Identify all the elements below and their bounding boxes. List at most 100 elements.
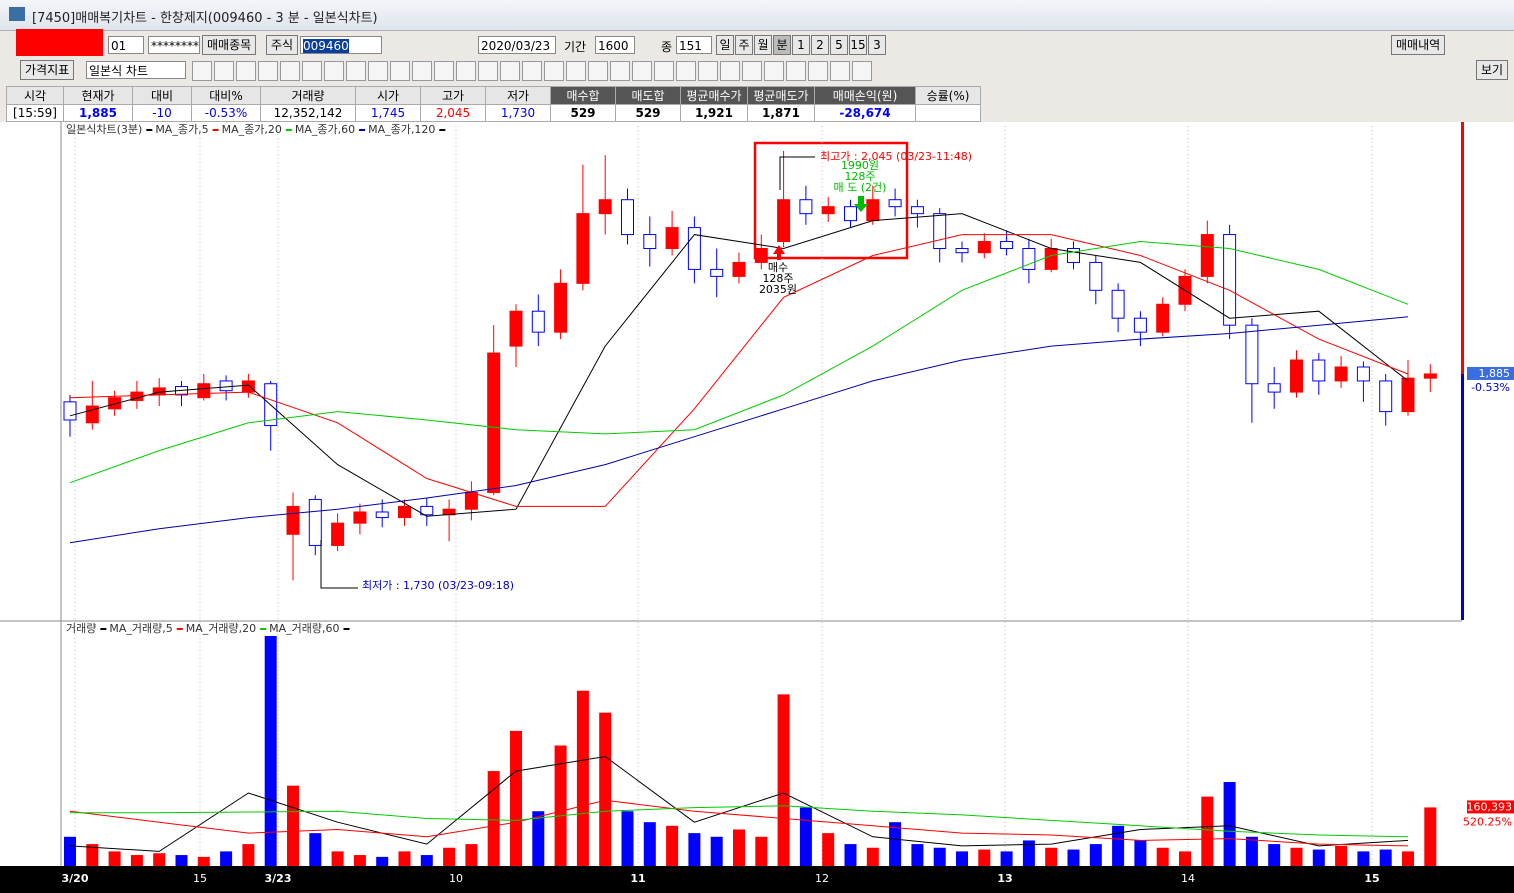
low-note: 최저가 : 1,730 (03/23-09:18) <box>362 579 514 592</box>
item-button[interactable]: 매매종목 <box>202 35 257 55</box>
unit-button[interactable]: 2 <box>811 35 829 55</box>
tool-icon[interactable] <box>280 61 300 81</box>
window-controls[interactable] <box>1426 5 1506 23</box>
candle-body <box>710 268 724 277</box>
info-header: 저가 <box>485 86 551 105</box>
tool-icon[interactable] <box>588 61 608 81</box>
highlight-box <box>753 141 909 260</box>
volume-bar <box>287 785 299 866</box>
candle-body <box>509 310 523 347</box>
code[interactable]: 009460 <box>303 39 349 53</box>
volume-bar <box>353 855 366 866</box>
tool-icon[interactable] <box>258 61 278 81</box>
tool-icon[interactable] <box>764 61 784 81</box>
candle-body <box>197 383 211 399</box>
period[interactable]: 1600 <box>595 36 635 54</box>
tool-icon[interactable] <box>456 61 476 81</box>
x-tick-label: 15 <box>193 872 207 885</box>
volume-bar <box>844 844 857 866</box>
candle-body <box>1067 248 1080 263</box>
buy-note: 매수 <box>768 261 788 274</box>
volume-bar <box>621 811 634 866</box>
tool-icon[interactable] <box>214 61 234 81</box>
tool-icon[interactable] <box>830 61 850 81</box>
tool-icon[interactable] <box>632 61 652 81</box>
tool-icon[interactable] <box>786 61 806 81</box>
unit-button[interactable]: 5 <box>830 35 848 55</box>
account[interactable]: 01 <box>108 36 144 54</box>
history-button[interactable]: 매매내역 <box>1391 35 1446 55</box>
tool-icon[interactable] <box>852 61 872 81</box>
volume-bar <box>1201 796 1214 866</box>
legend-swatch <box>176 628 183 630</box>
volume-bar <box>755 836 768 866</box>
x-tick-label: 12 <box>815 872 829 885</box>
volume-bar <box>1245 836 1258 866</box>
unit-button[interactable]: 주 <box>735 35 753 55</box>
unit-button[interactable]: 일 <box>716 35 734 55</box>
tool-icon[interactable] <box>236 61 256 81</box>
tool-icon[interactable] <box>412 61 432 81</box>
candle-body <box>1267 383 1281 393</box>
count[interactable]: 151 <box>676 36 712 54</box>
tool-icon[interactable] <box>544 61 564 81</box>
info-header: 시각 <box>6 86 64 105</box>
volume-bar <box>1067 849 1080 866</box>
info-header: 매수합 <box>550 86 616 105</box>
ma-line <box>69 755 1409 852</box>
info-value: [15:59] <box>6 104 64 122</box>
tool-icon[interactable] <box>654 61 674 81</box>
view-button[interactable]: 보기 <box>1476 60 1509 80</box>
last-volume-box <box>1467 800 1514 814</box>
candle-body <box>241 380 255 393</box>
unit-button[interactable]: 3 <box>868 35 886 55</box>
volume-bar <box>1223 782 1236 866</box>
candle-body <box>955 248 969 254</box>
unit-button[interactable]: 월 <box>754 35 772 55</box>
candle-body <box>353 511 367 524</box>
volume-bar <box>1134 840 1147 866</box>
tool-icon[interactable] <box>610 61 630 81</box>
legend-entry: MA_종가,120 <box>368 123 435 136</box>
unit-button[interactable]: 1 <box>792 35 810 55</box>
unit-button[interactable]: 분 <box>773 35 791 55</box>
candle-body <box>331 522 345 546</box>
ma-line <box>69 234 1409 507</box>
candle-body <box>621 199 634 236</box>
volume-bar <box>331 851 344 866</box>
tool-icon[interactable] <box>522 61 542 81</box>
tool-icon[interactable] <box>192 61 212 81</box>
chart-kind[interactable]: 일본식 차트 <box>86 61 186 79</box>
volume-bar <box>710 836 723 866</box>
volume-bar <box>1335 845 1348 866</box>
market[interactable]: 주식 <box>266 35 299 55</box>
info-header: 평균매도가 <box>747 86 815 105</box>
candle-body <box>1245 324 1259 385</box>
x-tick-label: 11 <box>630 872 645 885</box>
tool-icon[interactable] <box>676 61 696 81</box>
candle-body <box>1111 289 1125 319</box>
volume-bar <box>1112 825 1125 866</box>
tool-icon[interactable] <box>698 61 718 81</box>
info-value: -28,674 <box>814 104 916 122</box>
tool-icon[interactable] <box>390 61 410 81</box>
tool-icon[interactable] <box>500 61 520 81</box>
tool-icon[interactable] <box>566 61 586 81</box>
tool-icon[interactable] <box>302 61 322 81</box>
volume-bar <box>1045 847 1058 866</box>
date[interactable]: 2020/03/23 <box>478 36 556 54</box>
indicator-button[interactable]: 가격지표 <box>20 60 75 80</box>
candle-body <box>1133 317 1147 333</box>
tool-icon[interactable] <box>346 61 366 81</box>
tool-icon[interactable] <box>324 61 344 81</box>
info-header: 승률(%) <box>915 86 981 105</box>
tool-icon[interactable] <box>808 61 828 81</box>
info-value: -0.53% <box>191 104 261 122</box>
tool-icon[interactable] <box>434 61 454 81</box>
tool-icon[interactable] <box>368 61 388 81</box>
tool-icon[interactable] <box>478 61 498 81</box>
tool-icon[interactable] <box>720 61 740 81</box>
password[interactable]: ******** <box>148 36 200 54</box>
unit-button[interactable]: 15 <box>849 35 867 55</box>
tool-icon[interactable] <box>742 61 762 81</box>
